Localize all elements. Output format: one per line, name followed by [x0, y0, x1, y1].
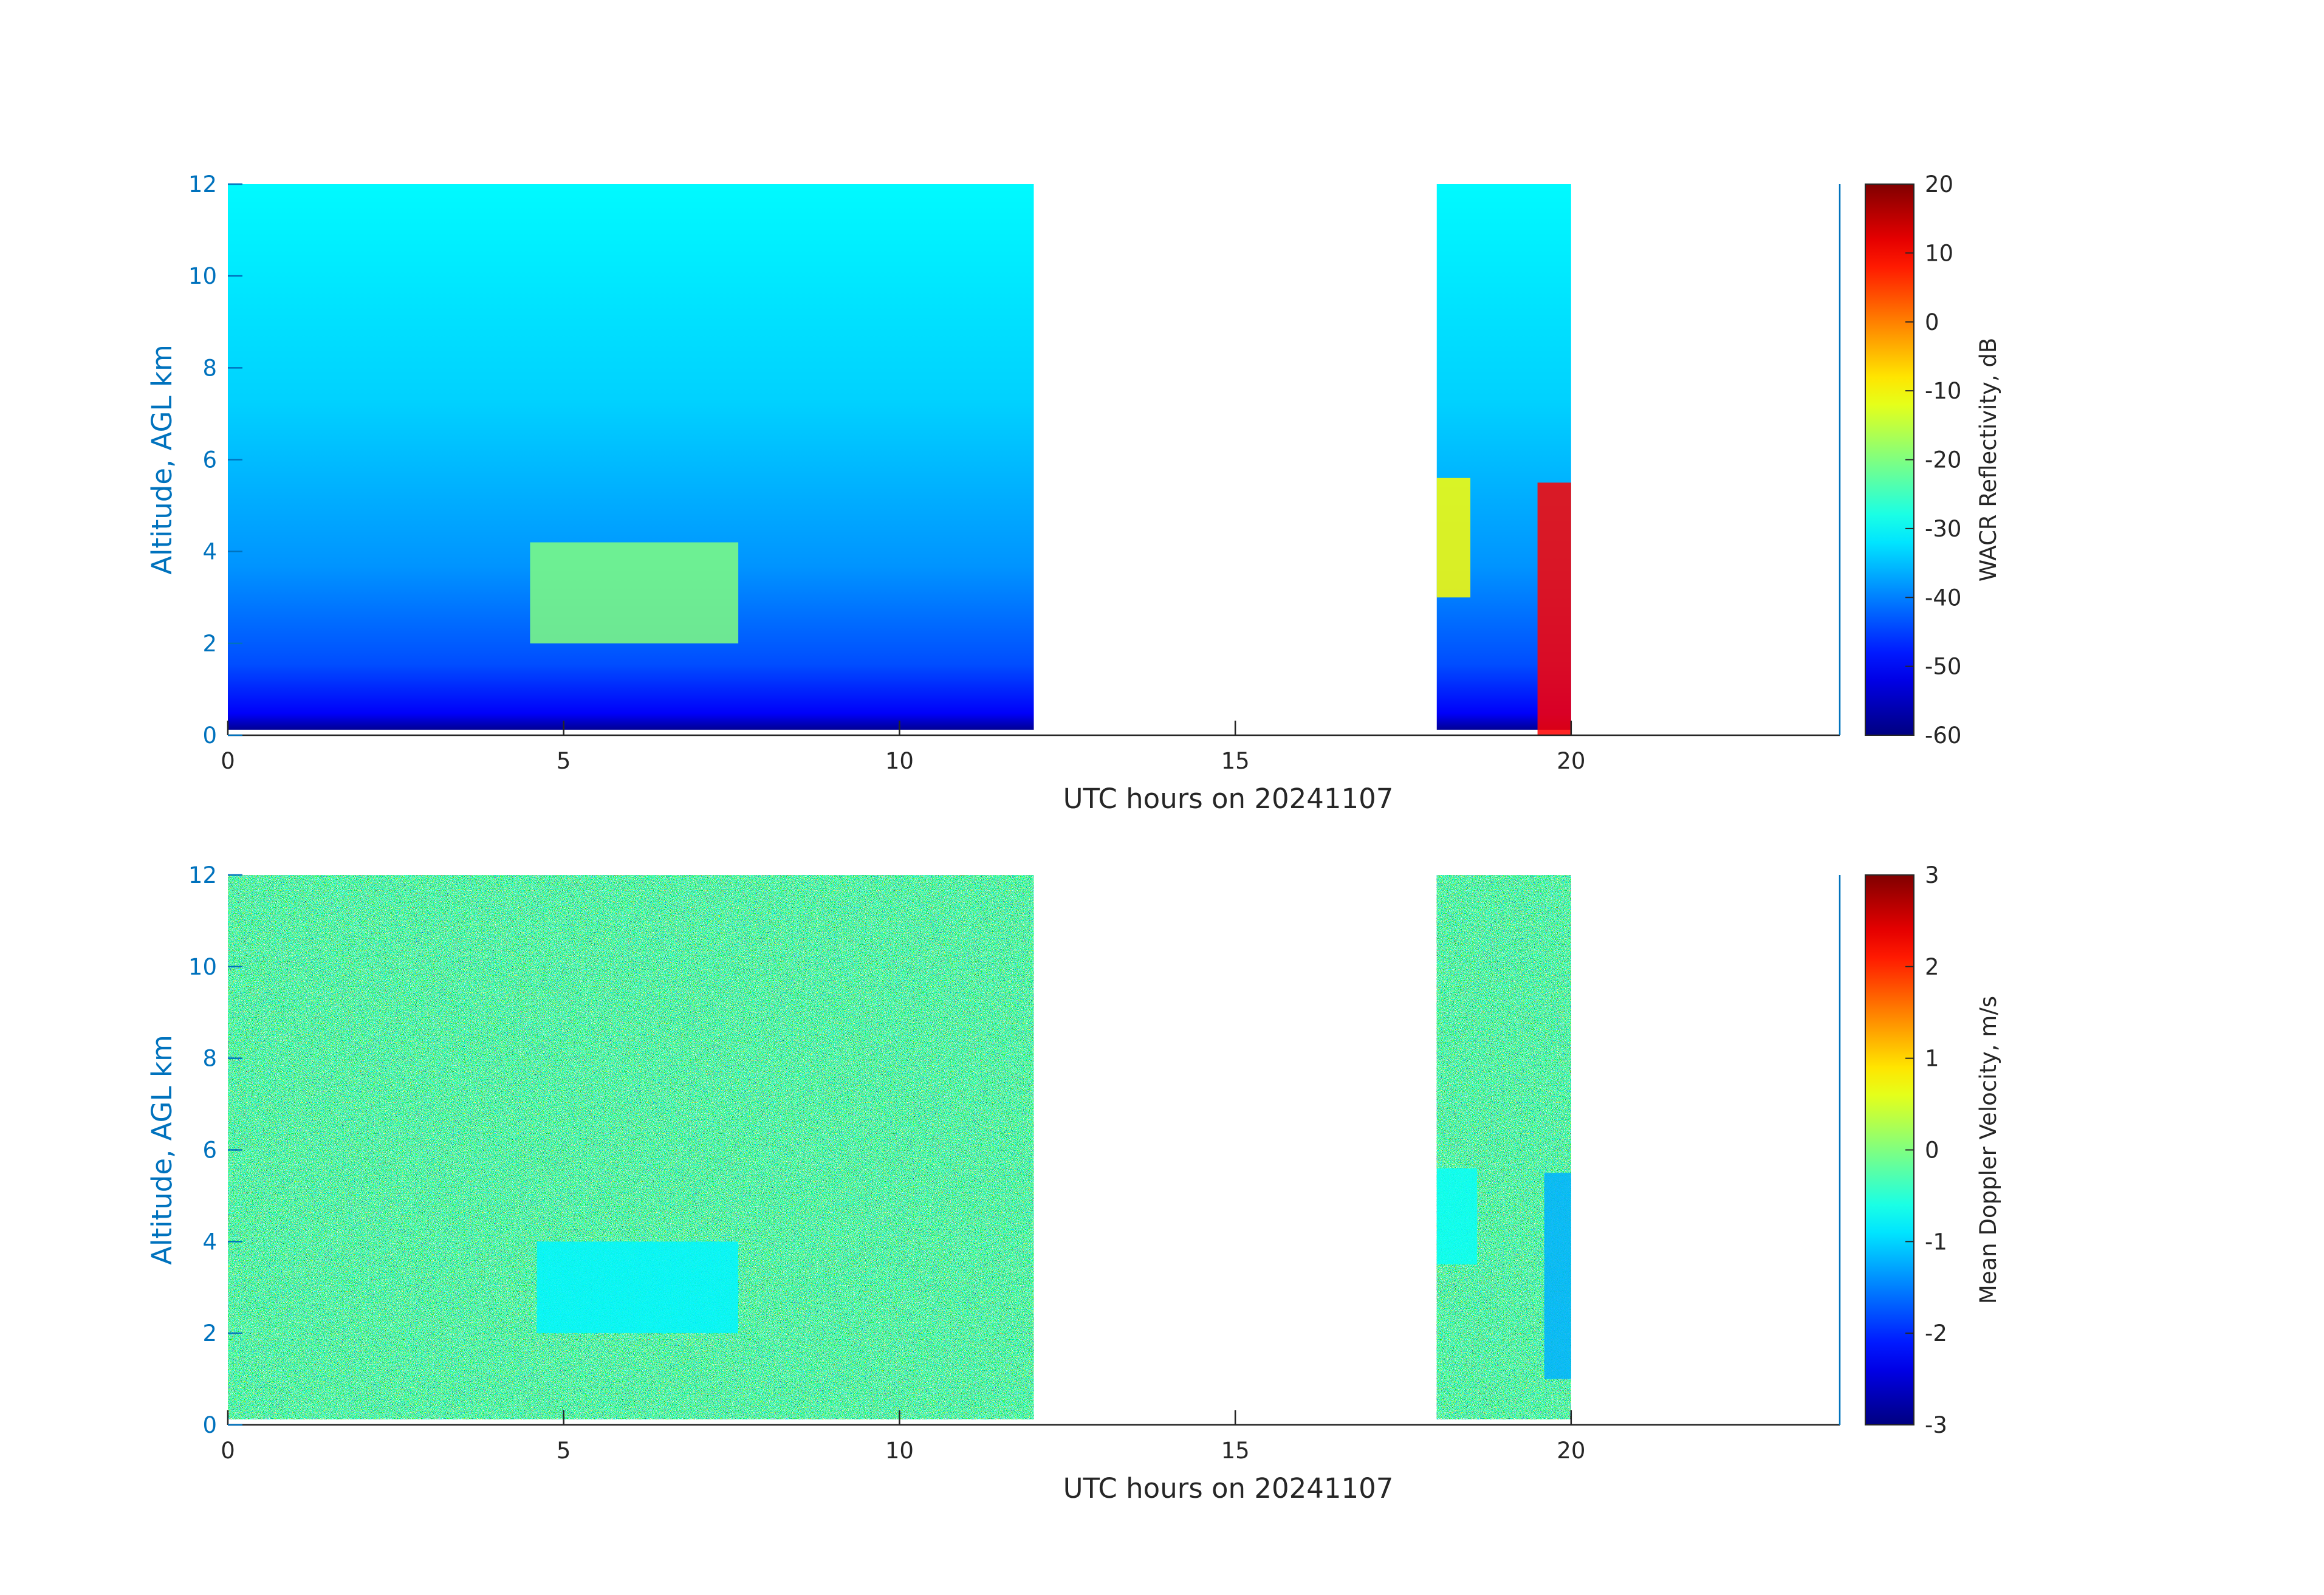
colorbar-tick-label: -30	[1925, 516, 1961, 542]
echo-feature-1	[1436, 478, 1471, 598]
colorbar-tick-label: -50	[1925, 654, 1961, 680]
x-tick-label: 5	[557, 1438, 571, 1464]
x-tick-label: 15	[1221, 1438, 1250, 1464]
colorbar-tick-label: -60	[1925, 722, 1961, 749]
x-tick-label: 5	[557, 748, 571, 774]
echo-feature-2	[1544, 1173, 1571, 1379]
colorbar-tick-label: 2	[1925, 954, 1939, 980]
colorbar-title: WACR Reflectivity, dB	[1975, 338, 2001, 582]
y-tick-label: 0	[202, 722, 217, 749]
x-tick-label: 20	[1557, 1438, 1585, 1464]
y-tick-label: 2	[202, 631, 217, 657]
echo-feature-2	[1537, 482, 1571, 735]
y-tick-label: 0	[202, 1412, 217, 1438]
colorbar-tick-label: 0	[1925, 309, 1939, 335]
y-tick-label: 6	[202, 1137, 217, 1164]
y-tick-label: 6	[202, 447, 217, 473]
y-tick-label: 2	[202, 1320, 217, 1346]
data-block-0	[228, 875, 1034, 1419]
colorbar-title: Mean Doppler Velocity, m/s	[1975, 996, 2001, 1304]
colorbar-tick-label: -3	[1925, 1412, 1947, 1438]
colorbar-tick-label: -2	[1925, 1320, 1947, 1346]
colorbar-tick-label: 3	[1925, 862, 1939, 888]
y-tick-label: 10	[188, 263, 217, 289]
colorbar-tick-label: 1	[1925, 1046, 1939, 1072]
x-tick-label: 0	[221, 748, 235, 774]
echo-feature-0	[536, 1241, 739, 1334]
y-tick-label: 4	[202, 1229, 217, 1255]
colorbar-tick-label: 0	[1925, 1137, 1939, 1164]
colorbar-tick-label: 10	[1925, 240, 1953, 266]
y-tick-label: 12	[188, 862, 217, 888]
y-tick-label: 8	[202, 355, 217, 381]
colorbar-tick-label: -20	[1925, 447, 1961, 473]
echo-feature-1	[1436, 1168, 1478, 1265]
colorbar-tick-label: -1	[1925, 1229, 1947, 1255]
y-tick-label: 8	[202, 1046, 217, 1072]
colorbar-tick-label: -40	[1925, 585, 1961, 611]
y-axis-title: Altitude, AGL km	[146, 345, 178, 575]
x-tick-label: 10	[885, 1438, 914, 1464]
y-tick-label: 4	[202, 539, 217, 565]
colorbar-tick-label: -10	[1925, 378, 1961, 404]
panel-0: 0 5 10 15 20 0 2 4 6 8 10 12 UTC hours on 20241107 Al…	[146, 171, 2001, 815]
x-tick-label: 0	[221, 1438, 235, 1464]
y-tick-label: 10	[188, 954, 217, 980]
x-tick-label: 20	[1557, 748, 1585, 774]
y-axis-title: Altitude, AGL km	[146, 1035, 178, 1265]
x-tick-label: 10	[885, 748, 914, 774]
x-axis-title: UTC hours on 20241107	[1063, 783, 1394, 815]
y-tick-label: 12	[188, 171, 217, 197]
data-block-0	[228, 184, 1034, 730]
echo-feature-0	[530, 542, 739, 643]
x-axis-title: UTC hours on 20241107	[1063, 1472, 1394, 1504]
x-tick-label: 15	[1221, 748, 1250, 774]
colorbar-tick-label: 20	[1925, 171, 1953, 197]
